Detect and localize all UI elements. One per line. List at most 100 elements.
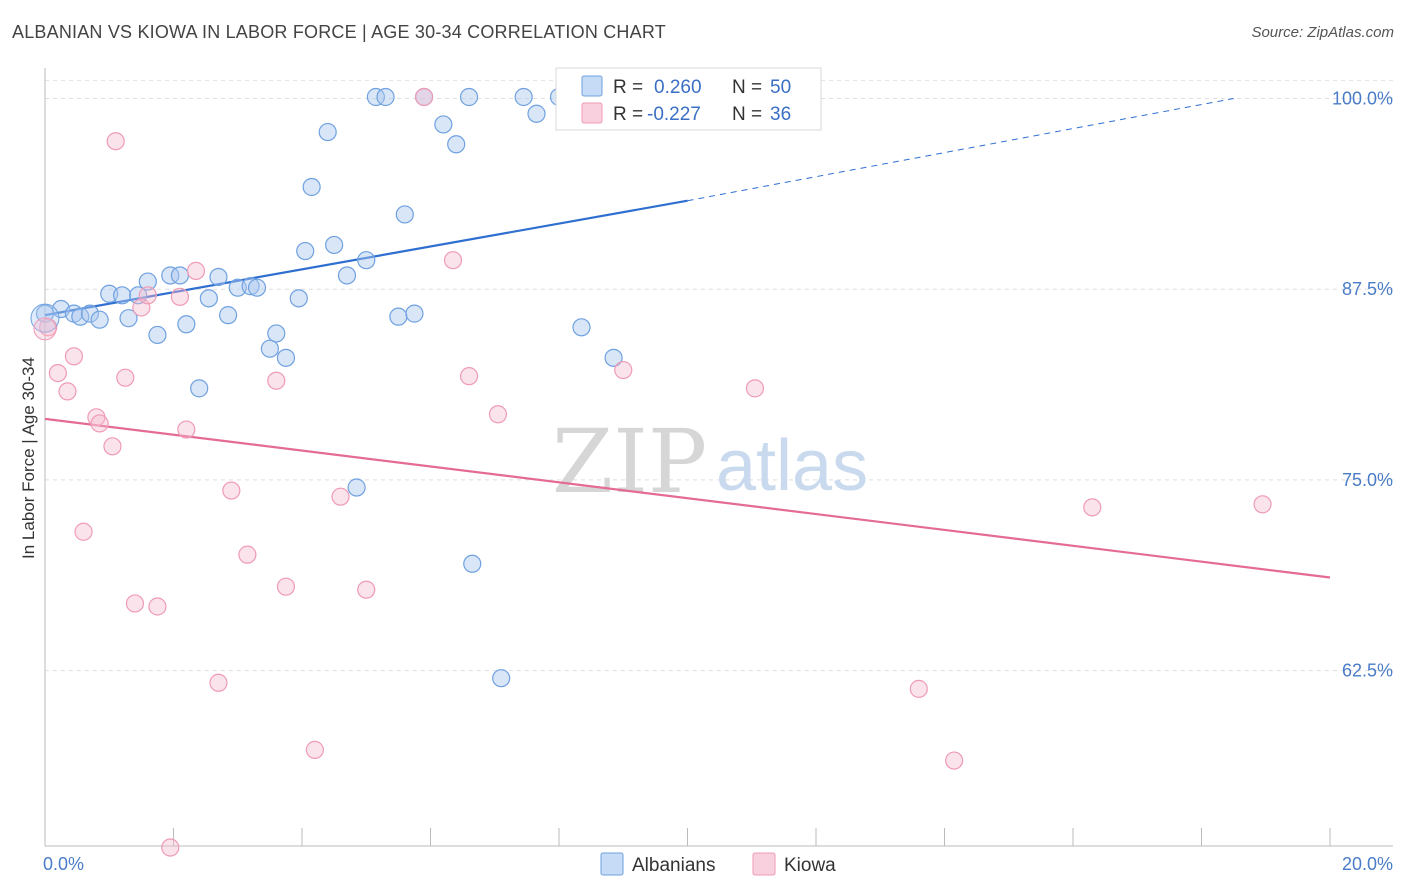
kiowa-point [267, 371, 286, 390]
albanian-point [177, 315, 196, 334]
albanian-point [302, 177, 321, 197]
albanian-point [260, 339, 279, 358]
kiowa-point [148, 597, 167, 616]
albanian-point [447, 135, 466, 154]
y-tick-label: 62.5% [1342, 661, 1393, 681]
albanian-trend-extension [687, 98, 1234, 202]
legend-swatch-kiowa [581, 102, 603, 124]
kiowa-point [33, 317, 57, 341]
kiowa-point [1253, 495, 1272, 514]
albanian-point [389, 307, 408, 326]
albanian-point [604, 348, 623, 367]
stats-legend: R = 0.260 N = 50 R = -0.227 N = 36 [555, 67, 822, 131]
kiowa-point [459, 367, 479, 386]
y-axis-label: In Labor Force | Age 30-34 [19, 357, 38, 559]
legend-r-label-albanians: R = [613, 77, 643, 98]
albanian-point [514, 87, 533, 107]
kiowa-point [64, 347, 84, 366]
kiowa-point [106, 132, 125, 151]
series-legend: Albanians Kiowa [600, 852, 836, 876]
chart-source: Source: ZipAtlas.com [1251, 24, 1394, 41]
kiowa-point [48, 363, 67, 383]
albanian-point [219, 306, 238, 325]
bottom-legend-label-albanians: Albanians [632, 855, 715, 876]
legend-n-label-kiowa: N = [732, 104, 762, 125]
albanian-point [463, 554, 482, 573]
albanian-point [347, 478, 366, 497]
albanian-point [209, 267, 228, 287]
kiowa-point [209, 673, 228, 692]
albanian-point [289, 289, 308, 308]
kiowa-point [170, 287, 190, 306]
kiowa-point [103, 437, 122, 456]
axes [44, 68, 1393, 847]
albanian-point [267, 324, 286, 343]
albanian-point [170, 266, 190, 285]
kiowa-point [138, 286, 157, 305]
legend-n-label-albanians: N = [732, 77, 762, 98]
albanian-point [276, 348, 296, 367]
kiowa-point [909, 679, 928, 698]
albanian-point [572, 318, 591, 337]
kiowa-point [222, 481, 241, 500]
kiowa-point [745, 379, 765, 398]
kiowa-trend-line [44, 417, 1331, 579]
watermark-atlas: atlas [716, 426, 868, 506]
albanian-point [459, 87, 479, 107]
bottom-legend-swatch-albanians [600, 852, 624, 876]
legend-n-value-kiowa: 36 [770, 104, 791, 125]
albanian-point [199, 289, 218, 308]
kiowa-point [305, 740, 324, 759]
albanian-point [434, 115, 453, 134]
albanian-point [318, 122, 337, 142]
kiowa-point [177, 420, 196, 439]
kiowa-point [614, 360, 633, 380]
albanian-point [405, 304, 424, 323]
albanian-point [366, 87, 385, 107]
kiowa-point [186, 261, 206, 280]
kiowa-point [488, 405, 508, 424]
albanian-point [376, 87, 395, 107]
albanian-point [80, 304, 100, 323]
kiowa-point [414, 87, 434, 107]
kiowa-point [116, 368, 135, 387]
y-tick-label: 87.5% [1342, 279, 1393, 299]
albanian-point [527, 104, 546, 123]
kiowa-point [74, 522, 93, 541]
kiowa-point [125, 594, 145, 613]
legend-n-value-albanians: 50 [770, 77, 791, 98]
chart-title: ALBANIAN VS KIOWA IN LABOR FORCE | AGE 3… [12, 22, 666, 42]
legend-swatch-albanians [581, 75, 603, 97]
albanian-point [492, 669, 511, 688]
legend-r-value-kiowa: -0.227 [647, 104, 701, 125]
bottom-legend-label-kiowa: Kiowa [784, 855, 836, 876]
x-tick-labels: 0.0% 20.0% [43, 854, 1393, 874]
y-tick-label: 75.0% [1342, 470, 1393, 490]
bottom-legend-swatch-kiowa [752, 852, 776, 876]
albanian-point [161, 266, 180, 285]
kiowa-point [161, 838, 180, 857]
trend-lines [44, 98, 1331, 579]
y-tick-label: 100.0% [1332, 89, 1393, 109]
albanian-point [357, 251, 376, 270]
grid-lines [45, 80, 1393, 672]
x-tick-label: 20.0% [1342, 854, 1393, 874]
x-tick-label: 0.0% [43, 854, 84, 874]
kiowa-point [39, 318, 58, 337]
kiowa-point [357, 580, 376, 599]
kiowa-point [1083, 498, 1102, 517]
y-tick-labels: 100.0% 87.5% 75.0% 62.5% [1332, 89, 1393, 681]
albanian-point [325, 235, 344, 255]
scatter-points [30, 87, 1272, 857]
legend-r-label-kiowa: R = [613, 104, 643, 125]
kiowa-point [238, 545, 257, 564]
kiowa-point [945, 751, 964, 770]
albanian-point [148, 325, 167, 345]
kiowa-point [90, 414, 109, 433]
albanian-point [90, 310, 109, 329]
albanian-point [241, 277, 260, 296]
legend-r-value-albanians: 0.260 [654, 77, 702, 98]
albanian-point [112, 286, 132, 305]
kiowa-point [443, 251, 463, 270]
albanian-point [395, 205, 414, 224]
